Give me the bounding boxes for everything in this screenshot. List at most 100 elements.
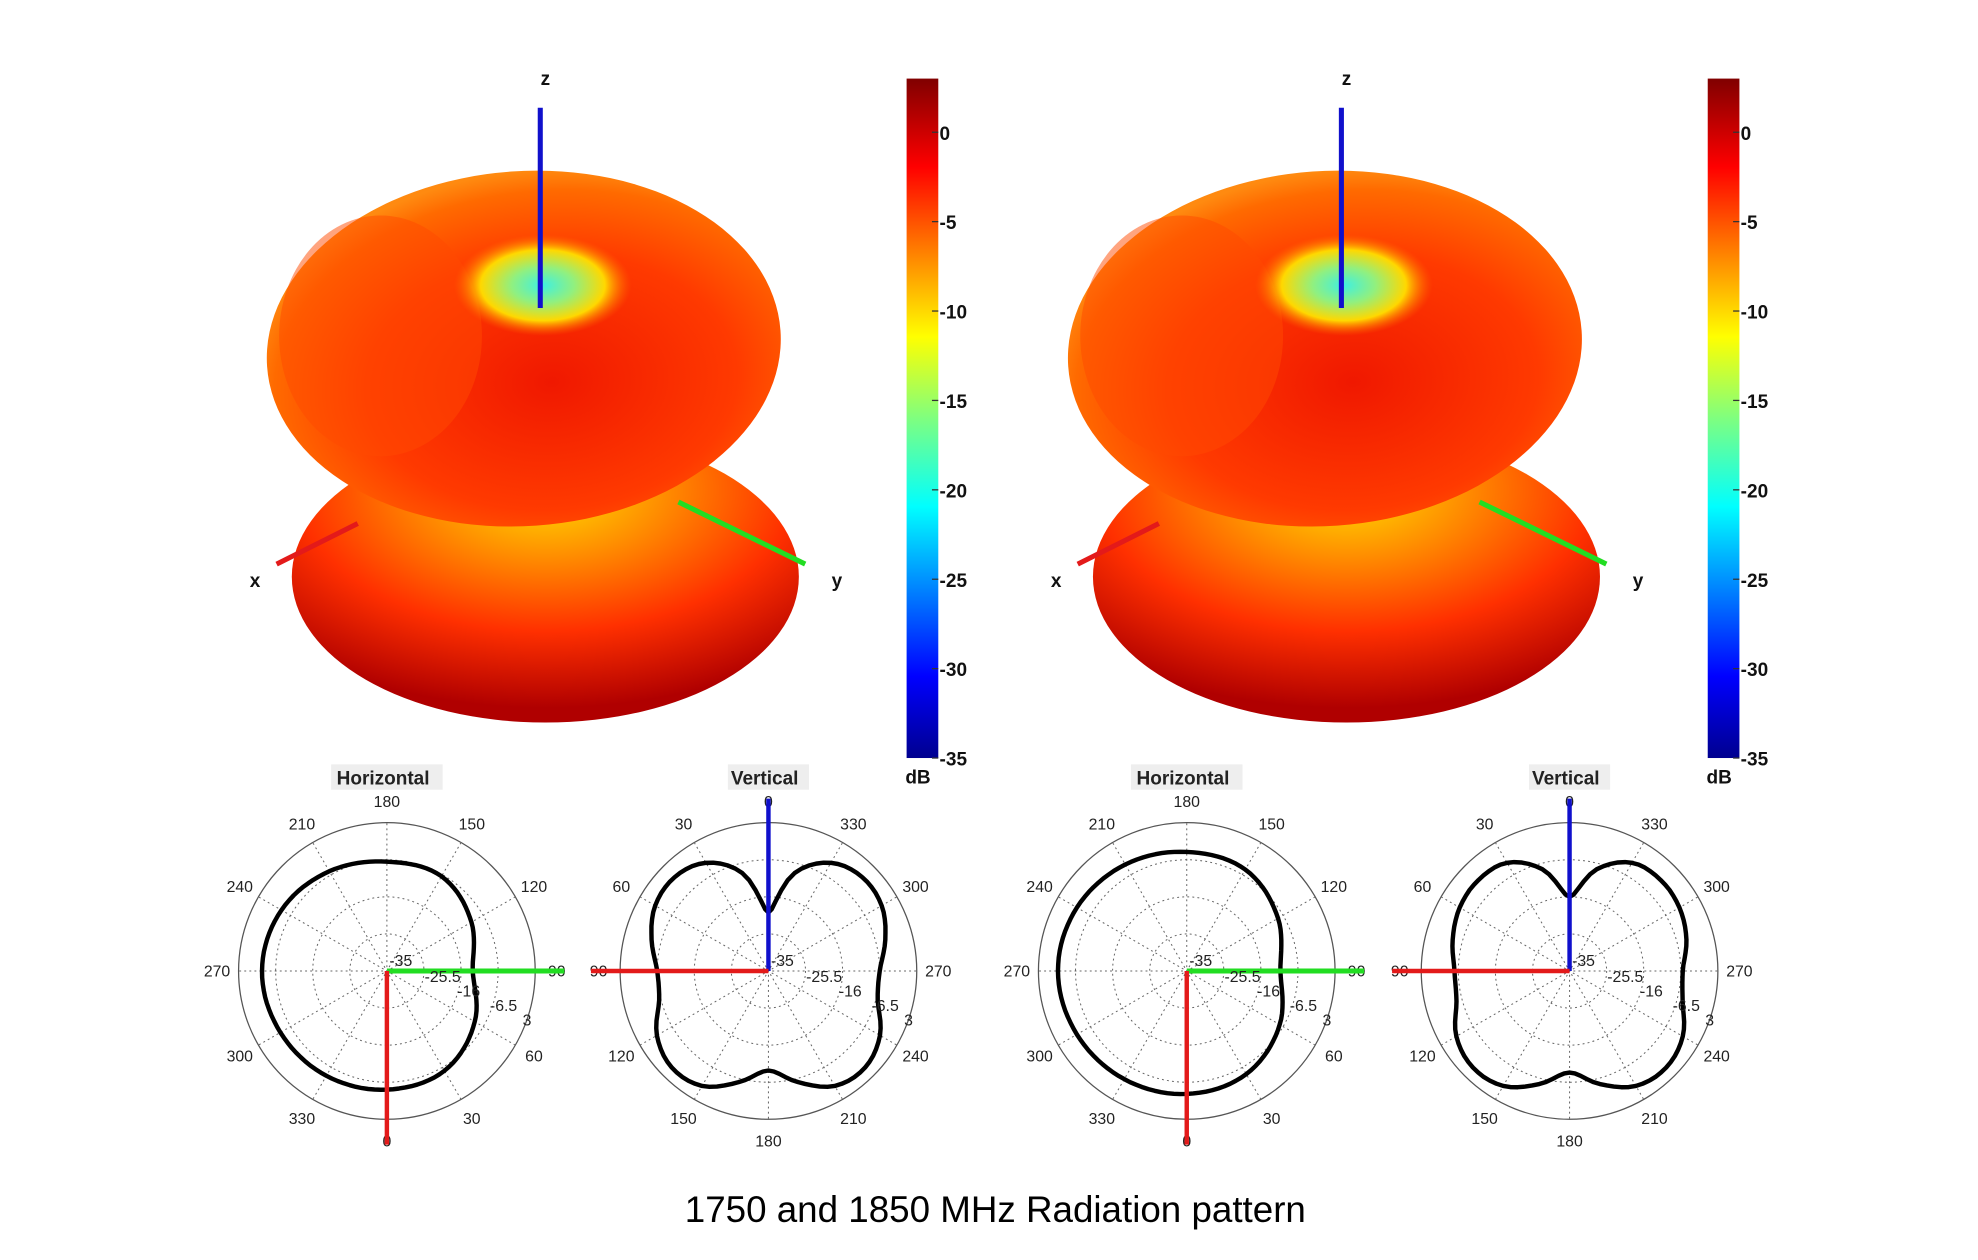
horizontal-polar-plot: Horizontal180150120906030033030027024021… [204,764,566,1151]
colorbar-tick-label: -25 [1741,571,1769,592]
polar-angle-label: 30 [463,1111,481,1128]
null-dimple [454,234,632,336]
colorbar-tick-label: -30 [940,660,967,681]
colorbar-tick-label: -5 [940,213,957,234]
x-axis-label: x [250,571,261,592]
polar-angle-label: 330 [1089,1111,1116,1128]
horizontal-polar-plot: Horizontal180150120906030033030027024021… [1004,764,1366,1151]
colorbar-tick-label: -15 [1741,392,1769,413]
colorbar-tick-label: -15 [940,392,968,413]
polar-angle-label: 330 [1641,817,1668,834]
polar-radial-label: 3 [523,1013,532,1030]
colorbar [1707,78,1740,759]
colorbar-unit-label: dB [1706,767,1731,788]
polar-angle-label: 120 [1321,879,1348,896]
polar-title: Horizontal [337,769,430,790]
polar-title-background [1529,764,1611,790]
polar-grid-ring [1531,933,1608,1009]
polar-radial-label: -35 [771,953,794,970]
polar-angle-label: 120 [608,1049,635,1066]
polar-angle-label: 150 [670,1111,697,1128]
polar-angle-label: 270 [1726,964,1753,981]
polar-grid-ring [730,933,807,1009]
polar-angle-label: 270 [1004,964,1031,981]
polar-radial-label: -6.5 [871,998,898,1015]
upper-lobe-shading [279,215,482,457]
polar-angle-label: 180 [374,794,401,811]
polar-radial-label: -35 [1572,953,1595,970]
polar-angle-label: 180 [1174,794,1201,811]
colorbar-tick-label: -35 [1741,750,1769,771]
y-axis-line [677,499,807,567]
polar-angle-label: 210 [289,817,316,834]
polar-radial-label: 3 [1705,1013,1714,1030]
z-axis-label: z [541,69,551,90]
colorbar-tick-label: 0 [1741,124,1752,145]
polar-radial-label: -16 [1640,983,1663,1000]
radiation-pattern-curve [649,860,888,1090]
colorbar-tick-label: -25 [940,571,968,592]
polar-angle-label: 240 [1703,1049,1730,1066]
polar-angle-label: 330 [289,1111,316,1128]
polar-radial-label: -25.5 [806,969,842,986]
polar-title: Horizontal [1136,769,1229,790]
polar-radial-label: -35 [1189,953,1212,970]
polar-radial-label: -25.5 [1607,969,1643,986]
colorbar-tick-label: -35 [940,750,968,771]
polar-angle-label: 210 [1641,1111,1668,1128]
radiation-pattern-curve [1055,849,1285,1097]
y-axis-line [1478,499,1608,567]
polar-angle-label: 300 [1703,879,1730,896]
polar-radial-label: -6.5 [1673,998,1700,1015]
polar-angle-label: 300 [227,1049,254,1066]
polar-radial-label: -6.5 [490,998,517,1015]
radiation-pattern-curve [259,859,479,1092]
polar-angle-label: 150 [459,817,486,834]
colorbar [906,78,939,759]
x-axis-label: x [1051,571,1062,592]
polar-radial-label: -16 [1257,983,1280,1000]
polar-angle-label: 60 [1325,1049,1343,1066]
polar-angle-label: 270 [204,964,231,981]
polar-title: Vertical [731,769,799,790]
vertical-polar-plot: Vertical0330300270240210180150120906030-… [1391,764,1753,1151]
radiation-pattern-curve [1450,859,1689,1090]
x-axis-line [275,521,359,567]
colorbar-unit-label: dB [905,767,930,788]
colorbar-tick-label: -20 [940,481,967,502]
polar-title-background [1130,764,1243,790]
polar-angle-label: 60 [1414,879,1432,896]
polar-angle-label: 120 [521,879,548,896]
polar-title: Vertical [1532,769,1600,790]
vertical-polar-plot: Vertical0330300270240210180150120906030-… [590,764,952,1151]
polar-angle-label: 240 [902,1049,929,1066]
polar-grid-ring [693,896,844,1046]
colorbar-tick-label: -10 [940,303,967,324]
polar-angle-label: 180 [755,1134,782,1151]
polar-angle-label: 150 [1258,817,1285,834]
polar-title-background [331,764,443,790]
colorbar-tick-label: 0 [940,124,951,145]
polar-grid-ring [1494,896,1645,1046]
polar-angle-label: 60 [613,879,631,896]
polar-angle-label: 300 [1026,1049,1053,1066]
polar-angle-label: 30 [1476,817,1494,834]
polar-angle-label: 30 [1263,1111,1281,1128]
polar-angle-label: 210 [1089,817,1116,834]
y-axis-label: y [832,571,843,592]
polar-radial-label: -16 [839,983,862,1000]
colorbar-tick-label: -20 [1741,481,1768,502]
polar-angle-label: 330 [840,817,867,834]
polar-radial-label: -25.5 [425,969,461,986]
upper-lobe-shading [1080,215,1284,457]
polar-angle-label: 120 [1409,1049,1436,1066]
z-axis-label: z [1342,69,1351,90]
polar-angle-label: 240 [227,879,254,896]
polar-angle-label: 300 [902,879,929,896]
polar-angle-label: 210 [840,1111,867,1128]
polar-angle-label: 270 [925,964,952,981]
polar-radial-label: -16 [457,983,480,1000]
polar-angle-label: 240 [1026,879,1053,896]
polar-angle-label: 180 [1556,1134,1583,1151]
